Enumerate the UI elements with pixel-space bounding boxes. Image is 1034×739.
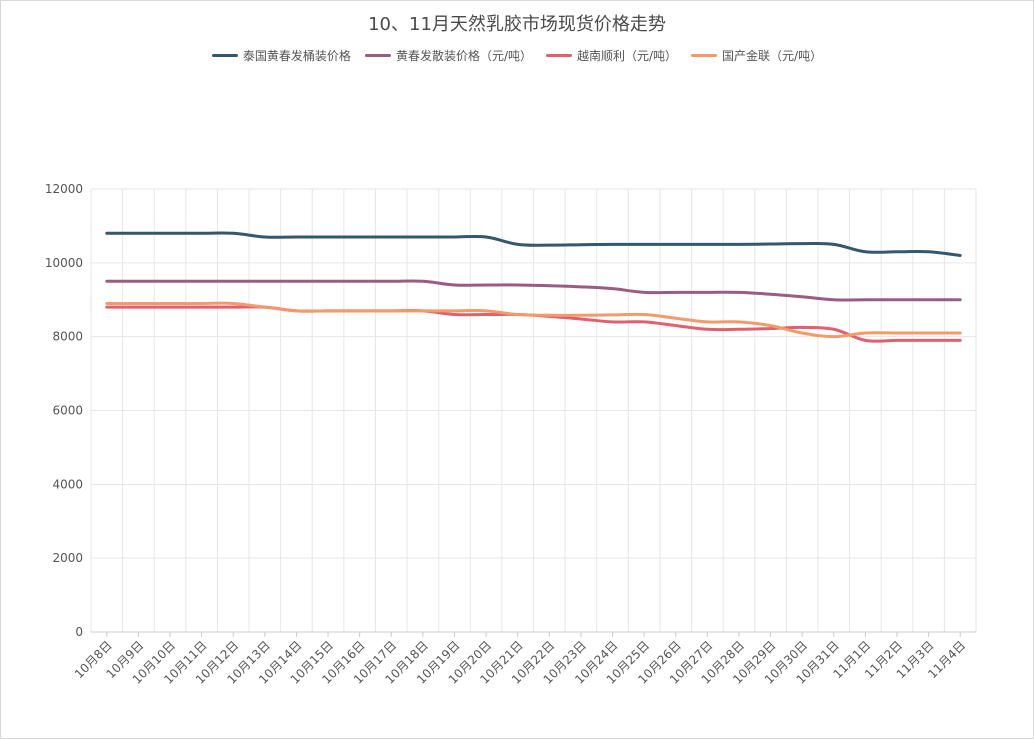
series-line-3 xyxy=(105,301,962,339)
chart-legend: 泰国黄春发桶装价格 黄春发散装价格（元/吨） 越南顺利（元/吨） 国产金联（元/吨） xyxy=(0,47,1034,64)
legend-item[interactable]: 黄春发散装价格（元/吨） xyxy=(364,47,532,64)
y-tick-label: 12000 xyxy=(45,182,83,196)
series-line-0 xyxy=(105,231,962,257)
legend-label: 越南顺利（元/吨） xyxy=(576,49,678,63)
y-tick-label: 4000 xyxy=(52,477,83,491)
legend-label: 黄春发散装价格（元/吨） xyxy=(395,49,532,63)
y-tick-label: 6000 xyxy=(52,404,83,418)
legend-item[interactable]: 泰国黄春发桶装价格 xyxy=(211,47,351,64)
y-tick-label: 2000 xyxy=(52,551,83,565)
y-tick-label: 0 xyxy=(75,625,83,639)
legend-swatch xyxy=(211,54,238,57)
legend-label: 国产金联（元/吨） xyxy=(722,49,823,63)
y-tick-label: 10000 xyxy=(45,256,83,270)
series-line-1 xyxy=(105,279,962,302)
legend-swatch xyxy=(691,54,718,57)
y-tick-label: 8000 xyxy=(52,330,83,344)
legend-label: 泰国黄春发桶装价格 xyxy=(242,49,351,63)
legend-item[interactable]: 国产金联（元/吨） xyxy=(691,47,822,64)
legend-item[interactable]: 越南顺利（元/吨） xyxy=(545,47,678,64)
legend-swatch xyxy=(545,54,572,57)
legend-swatch xyxy=(364,54,391,57)
chart-title: 10、11月天然乳胶市场现货价格走势 xyxy=(368,14,666,35)
